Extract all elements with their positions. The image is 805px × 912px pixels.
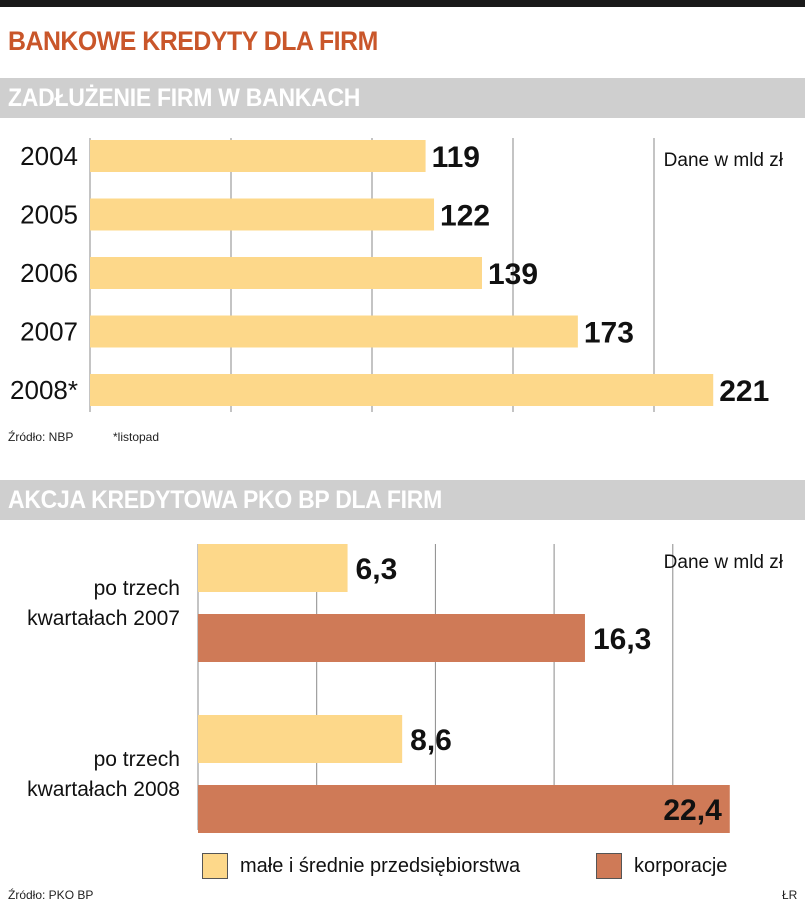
legend-label-corporations: korporacje xyxy=(634,855,728,877)
bar xyxy=(90,198,435,231)
debt-chart: Dane w mld zł 2004 119 2005 122 2006 139 2007 17… xyxy=(10,138,784,412)
value-label: 16,3 xyxy=(593,623,651,656)
section1-heading: ZADŁUŻENIE FIRM W BANKACH xyxy=(8,84,361,112)
section2-unit-note: Dane w mld zł xyxy=(664,552,784,573)
category-label: kwartałach 2007 xyxy=(27,607,180,630)
section1-footnote: *listopad xyxy=(113,430,160,444)
value-label: 173 xyxy=(584,317,634,350)
section2-heading: AKCJA KREDYTOWA PKO BP DLA FIRM xyxy=(8,486,443,514)
value-label: 221 xyxy=(719,375,769,408)
value-label: 139 xyxy=(488,258,538,291)
value-label: 22,4 xyxy=(663,794,722,827)
section1-source: Źródło: NBP xyxy=(8,430,74,444)
bar xyxy=(90,140,426,172)
category-label: po trzech xyxy=(94,577,180,600)
legend-swatch-corporations xyxy=(596,853,622,879)
bar-sme xyxy=(198,544,348,592)
category-label: 2006 xyxy=(20,258,78,288)
value-label: 8,6 xyxy=(410,724,452,757)
credit: ŁR xyxy=(782,888,798,902)
value-label: 122 xyxy=(440,200,490,233)
category-label: 2007 xyxy=(20,317,78,347)
bar-corporations xyxy=(198,785,730,833)
pko-chart: Dane w mld zł 6,3 16,3 po trzech kwartałach … xyxy=(27,544,784,833)
value-label: 6,3 xyxy=(356,553,398,586)
main-title: BANKOWE KREDYTY DLA FIRM xyxy=(8,26,378,56)
category-label: 2005 xyxy=(20,200,78,230)
bar xyxy=(90,374,714,406)
bar xyxy=(90,315,578,348)
section2-source: Źródło: PKO BP xyxy=(8,888,94,902)
bar-sme xyxy=(198,715,403,763)
bar xyxy=(90,257,482,289)
category-label: po trzech xyxy=(94,748,180,771)
section1-heading-band: ZADŁUŻENIE FIRM W BANKACH xyxy=(0,78,805,118)
section2-heading-band: AKCJA KREDYTOWA PKO BP DLA FIRM xyxy=(0,480,805,520)
category-label: 2004 xyxy=(20,141,78,171)
legend-swatch-sme xyxy=(202,853,228,879)
legend-label-sme: małe i średnie przedsiębiorstwa xyxy=(240,855,521,877)
category-label: kwartałach 2008 xyxy=(27,778,180,801)
section1-unit-note: Dane w mld zł xyxy=(664,150,784,171)
value-label: 119 xyxy=(432,141,480,174)
top-rule xyxy=(0,0,805,7)
category-label: 2008* xyxy=(10,375,78,405)
bar-corporations xyxy=(198,614,585,662)
